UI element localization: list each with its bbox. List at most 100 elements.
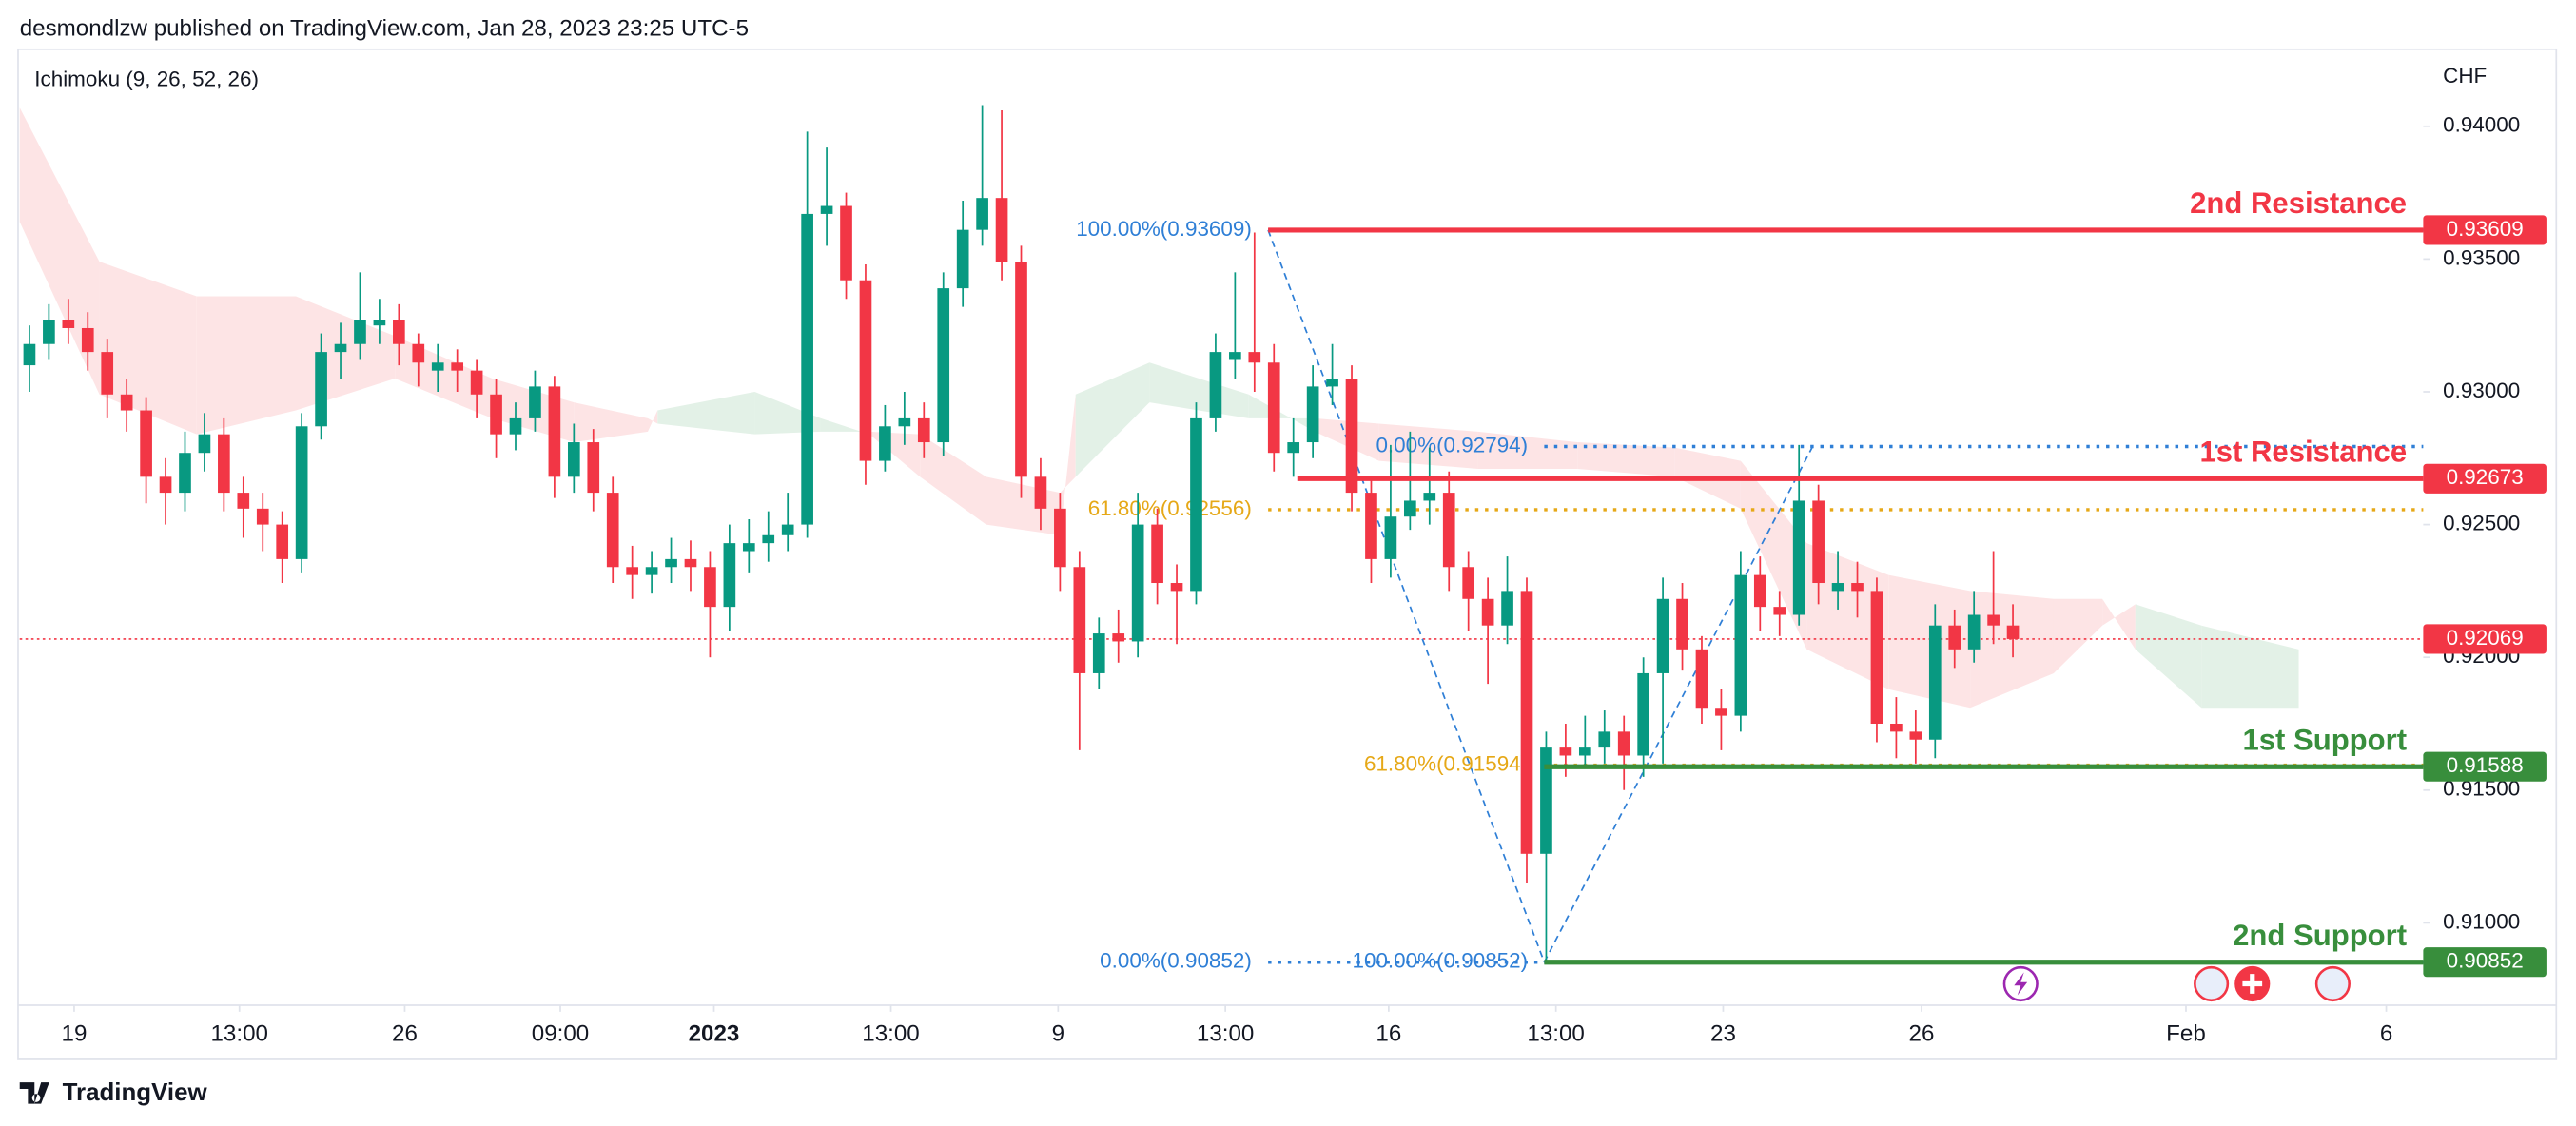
indicator-label: Ichimoku (9, 26, 52, 26) — [34, 68, 259, 91]
candle-body — [1598, 731, 1611, 748]
candle-body — [1753, 574, 1766, 608]
ichimoku-cloud — [574, 402, 649, 443]
candle-body — [81, 327, 94, 353]
candle-body — [1229, 352, 1241, 360]
fib-level-label: 0.00%(0.92794) — [1376, 433, 1528, 456]
candle-body — [1092, 633, 1105, 673]
candle-body — [2006, 625, 2020, 639]
candle-body — [840, 205, 852, 281]
fib-trend-line — [1543, 446, 1814, 963]
candle-body — [1656, 598, 1669, 673]
candle-body — [1773, 607, 1786, 615]
candle-body — [1112, 633, 1125, 642]
header: desmondlzw published on TradingView.com,… — [20, 15, 749, 41]
candle-body — [995, 198, 1008, 262]
price-tag-label: 0.91588 — [2447, 753, 2524, 777]
candle-body — [1151, 524, 1163, 584]
candle-body — [1015, 262, 1027, 477]
ichimoku-cloud — [2102, 598, 2136, 650]
candle-body — [859, 280, 872, 461]
x-tick-label: 2023 — [689, 1020, 740, 1046]
level-name: 1st Resistance — [2199, 436, 2407, 469]
ichimoku-cloud — [1577, 442, 1675, 477]
candle-body — [1695, 649, 1708, 709]
candle-body — [1131, 524, 1144, 642]
level-name: 2nd Support — [2233, 919, 2407, 952]
candle-body — [1812, 500, 1825, 584]
candle-body — [606, 493, 619, 568]
candle-body — [412, 343, 425, 363]
candle-body — [354, 320, 366, 344]
candle-body — [1267, 362, 1280, 454]
ichimoku-cloud — [869, 431, 921, 477]
candle-body — [898, 417, 911, 427]
ichimoku-cloud — [19, 107, 100, 395]
y-tick-label: 0.92500 — [2443, 512, 2520, 535]
candle-body — [1462, 567, 1475, 599]
candle-body — [684, 558, 697, 568]
candle-body — [1540, 747, 1552, 854]
ichimoku-cloud — [1806, 543, 1889, 689]
candle-body — [1578, 747, 1591, 756]
candle-body — [548, 386, 561, 477]
level-name: 2nd Resistance — [2190, 186, 2407, 220]
candle-body — [451, 362, 464, 371]
candle-body — [1734, 574, 1747, 716]
x-tick-label: 6 — [2380, 1020, 2392, 1046]
candle-body — [198, 434, 211, 454]
y-tick-label: 0.93000 — [2443, 379, 2520, 402]
candle-body — [1501, 591, 1513, 626]
fib-level-label: 100.00%(0.93609) — [1076, 217, 1252, 241]
candle-body — [645, 567, 658, 575]
currency: CHF — [2443, 64, 2487, 87]
ichimoku-cloud — [820, 417, 870, 435]
candle-body — [1423, 493, 1436, 501]
candle-body — [159, 476, 172, 494]
event-icon — [2194, 965, 2230, 1002]
price-tag — [2423, 947, 2547, 978]
candle-body — [1190, 417, 1202, 592]
candle-body — [1831, 583, 1844, 592]
fib-trend-line — [1267, 229, 1546, 963]
x-tick-label: 13:00 — [862, 1020, 919, 1046]
y-tick-label: 0.94000 — [2443, 113, 2520, 137]
candle-body — [23, 343, 36, 366]
brand: TradingView — [63, 1079, 208, 1106]
candle-body — [567, 442, 580, 477]
event-icon — [2314, 965, 2351, 1002]
x-tick-label: 19 — [62, 1020, 88, 1046]
candle-body — [1345, 379, 1358, 494]
candle-body — [665, 558, 677, 568]
candle-body — [1792, 500, 1805, 615]
candle-body — [801, 213, 813, 525]
price-tag-label: 0.92673 — [2447, 465, 2524, 489]
candle-body — [1073, 567, 1086, 673]
candle-body — [1404, 500, 1416, 517]
x-tick-label: 13:00 — [1197, 1020, 1254, 1046]
x-tick-label: 26 — [1909, 1020, 1935, 1046]
fib-level-label: 61.80%(0.91594) — [1364, 751, 1528, 775]
x-tick-label: 23 — [1710, 1020, 1736, 1046]
candle-body — [1637, 672, 1649, 756]
candle-body — [334, 343, 347, 353]
candle-body — [393, 320, 405, 344]
ichimoku-cloud — [1075, 362, 1150, 477]
candle-body — [101, 352, 114, 395]
candle-body — [781, 524, 794, 535]
candle-body — [762, 534, 775, 544]
fib-level-label: 61.80%(0.92556) — [1088, 496, 1252, 520]
candle-body — [373, 320, 386, 326]
x-tick-label: Feb — [2166, 1020, 2206, 1046]
candle-body — [956, 229, 969, 289]
candle-body — [1676, 598, 1688, 650]
ichimoku-cloud — [2135, 604, 2202, 709]
ichimoku-cloud — [657, 391, 755, 435]
candle-body — [470, 370, 483, 395]
ichimoku-cloud — [2053, 598, 2103, 673]
logo-mark — [19, 1082, 49, 1104]
candle-body — [179, 453, 191, 494]
candle-body — [1384, 516, 1397, 559]
fib-level-label: 100.00%(0.90852) — [1352, 949, 1528, 973]
candle-body — [587, 442, 600, 494]
